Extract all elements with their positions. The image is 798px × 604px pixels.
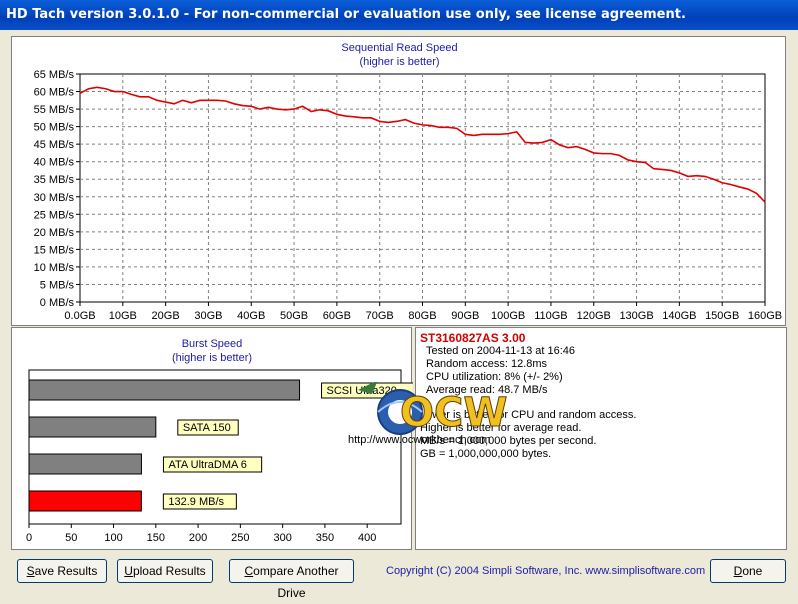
burst-bar [28, 416, 157, 438]
note-line: GB = 1,000,000,000 bytes. [420, 448, 552, 460]
x-tick-label: 80GB [408, 310, 436, 322]
sequential-chart-panel: Sequential Read Speed (higher is better)… [11, 36, 786, 326]
window-titlebar[interactable]: HD Tach version 3.0.1.0 - For non-commer… [0, 0, 798, 30]
done-button[interactable]: Done [710, 559, 786, 583]
x-tick-label: 20GB [152, 310, 180, 322]
burst-chart-title: Burst Speed [181, 338, 243, 350]
y-tick-label: 5 MB/s [40, 279, 75, 291]
burst-x-tick-label: 300 [273, 532, 291, 544]
ocw-watermark: OCW http://www.ocworkbench.com [348, 380, 548, 452]
burst-bar-label: ATA UltraDMA 6 [168, 459, 246, 471]
save-results-button[interactable]: Save Results [17, 559, 107, 583]
burst-bar [28, 379, 301, 401]
y-tick-label: 15 MB/s [34, 244, 75, 256]
seq-chart-subtitle: (higher is better) [359, 56, 440, 68]
x-tick-label: 120GB [577, 310, 611, 322]
y-tick-label: 20 MB/s [34, 227, 75, 239]
sequential-chart: 0 MB/s 5 MB/s 10 MB/s 15 MB/s 20 MB/s 25 MB/s… [34, 69, 782, 322]
burst-chart-subtitle: (higher is better) [171, 352, 253, 364]
x-tick-label: 30GB [194, 310, 222, 322]
compare-another-drive-button[interactable]: Compare Another Drive [229, 559, 354, 600]
burst-x-tick-label: 250 [231, 532, 249, 544]
y-tick-label: 30 MB/s [34, 192, 75, 204]
read-speed-line [79, 86, 766, 203]
note-line: Lower is better for CPU and random acces… [420, 409, 637, 421]
x-tick-label: 150GB [705, 310, 739, 322]
burst-x-tick-label: 400 [358, 532, 376, 544]
burst-chart-panel: Burst Speed (higher is better) SCSI Ultr… [11, 327, 413, 550]
result-line: Random access: 12.8ms [426, 358, 548, 370]
y-tick-label: 10 MB/s [34, 262, 75, 274]
y-tick-label: 0 MB/s [40, 297, 75, 309]
burst-bar [28, 490, 142, 512]
burst-label-box [162, 456, 263, 473]
y-tick-label: 45 MB/s [34, 139, 75, 151]
x-tick-label: 90GB [451, 310, 479, 322]
x-tick-label: 40GB [237, 310, 265, 322]
ocw-logo-icon: OCW [358, 380, 508, 437]
burst-x-tick-label: 50 [65, 532, 77, 544]
burst-bar [28, 453, 142, 475]
x-tick-label: 60GB [323, 310, 351, 322]
y-tick-label: 60 MB/s [34, 87, 75, 99]
y-tick-label: 35 MB/s [34, 174, 75, 186]
burst-bar-label: SATA 150 [183, 422, 231, 434]
note-line: Higher is better for average read. [420, 422, 582, 434]
burst-x-tick-label: 100 [104, 532, 122, 544]
y-tick-label: 50 MB/s [34, 122, 75, 134]
burst-x-tick-label: 150 [147, 532, 165, 544]
x-tick-label: 100GB [491, 310, 525, 322]
upload-results-button[interactable]: Upload Results [117, 559, 213, 583]
note-line: MB/s = 1,000,000 bytes per second. [420, 435, 597, 447]
x-tick-label: 70GB [366, 310, 394, 322]
window-title: HD Tach version 3.0.1.0 - For non-commer… [6, 7, 686, 22]
x-tick-label: 160GB [748, 310, 782, 322]
y-tick-label: 65 MB/s [34, 69, 75, 81]
x-tick-label: 50GB [280, 310, 308, 322]
x-tick-label: 10GB [109, 310, 137, 322]
burst-x-tick-label: 200 [189, 532, 207, 544]
copyright-text: Copyright (C) 2004 Simpli Software, Inc.… [386, 565, 706, 577]
burst-x-tick-label: 350 [316, 532, 334, 544]
drive-name: ST3160827AS 3.00 [420, 331, 526, 345]
y-tick-label: 55 MB/s [34, 104, 75, 116]
x-tick-label: 140GB [662, 310, 696, 322]
burst-label-box [177, 419, 239, 436]
watermark-text: OCW [400, 390, 507, 436]
x-tick-label: 0.0GB [64, 310, 95, 322]
burst-bar-label: 132.9 MB/s [168, 496, 224, 508]
result-line: Tested on 2004-11-13 at 16:46 [426, 345, 576, 357]
results-panel: ST3160827AS 3.00 Tested on 2004-11-13 at… [415, 327, 787, 550]
seq-chart-title: Sequential Read Speed [341, 42, 458, 54]
watermark-url: http://www.ocworkbench.com [348, 434, 491, 446]
result-line: CPU utilization: 8% (+/- 2%) [426, 371, 563, 383]
y-tick-label: 40 MB/s [34, 157, 75, 169]
result-line: Average read: 48.7 MB/s [426, 384, 548, 396]
x-tick-label: 110GB [534, 310, 567, 322]
burst-x-tick-label: 0 [26, 532, 32, 544]
y-tick-label: 25 MB/s [34, 209, 75, 221]
burst-label-box [162, 493, 237, 510]
x-tick-label: 130GB [619, 310, 653, 322]
